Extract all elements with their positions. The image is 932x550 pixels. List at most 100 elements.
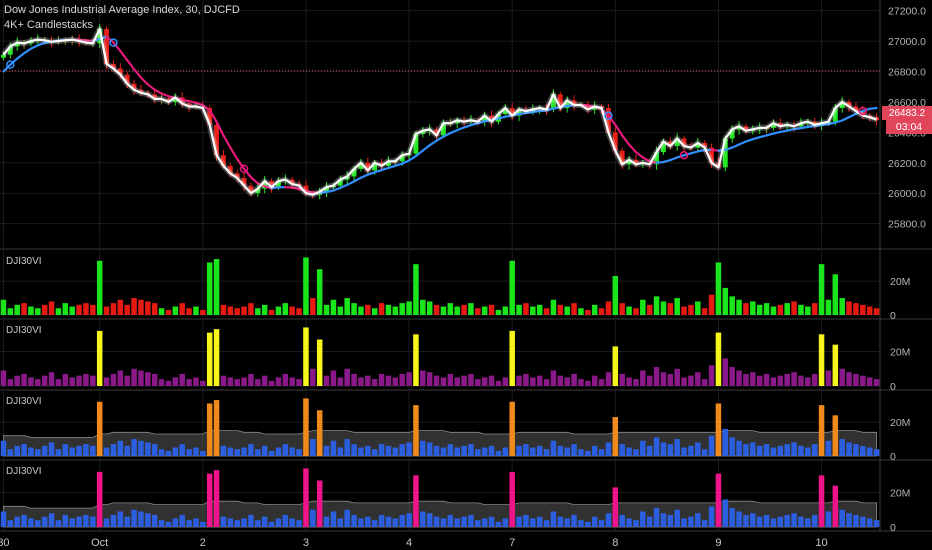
volume-bar xyxy=(172,306,179,315)
volume-bar xyxy=(839,298,845,315)
volume-bar xyxy=(41,516,48,527)
volume-bar xyxy=(873,308,880,315)
volume-tick-label: 20M xyxy=(890,347,910,359)
volume-bar xyxy=(310,439,316,456)
volume-bar xyxy=(660,301,667,315)
volume-bar xyxy=(21,444,27,456)
volume-bar xyxy=(220,445,227,456)
volume-bar xyxy=(7,379,14,386)
volume-bar xyxy=(784,373,790,386)
volume-bar xyxy=(729,296,735,315)
volume-bar xyxy=(674,439,680,456)
ma-segment xyxy=(187,100,198,104)
volume-bar xyxy=(110,303,117,315)
volume-bar xyxy=(461,375,467,386)
candle-body xyxy=(654,152,659,165)
volume-bar xyxy=(598,520,605,527)
volume-bar xyxy=(509,401,515,456)
volume-bar xyxy=(784,303,790,315)
ma-segment xyxy=(2,63,12,73)
volume-bar xyxy=(7,449,14,456)
volume-bar xyxy=(28,377,34,386)
volume-bar xyxy=(234,308,240,315)
volume-bar xyxy=(385,375,392,386)
candle-body xyxy=(269,181,274,188)
volume-bar xyxy=(777,516,784,527)
volume-bar xyxy=(351,303,357,315)
volume-bar xyxy=(55,379,62,386)
volume-bar xyxy=(454,447,460,456)
volume-bar xyxy=(468,514,474,527)
volume-bar xyxy=(62,303,69,315)
volume-bar xyxy=(28,518,34,527)
volume-bar xyxy=(708,506,715,527)
volume-tick-label: 20M xyxy=(890,488,910,500)
volume-bar xyxy=(282,373,289,386)
volume-bar xyxy=(770,306,777,315)
volume-bar xyxy=(399,444,405,456)
volume-bar xyxy=(805,518,811,527)
price-tick-label: 25800.0 xyxy=(888,219,926,231)
volume-bar xyxy=(564,447,570,456)
candle-body xyxy=(152,94,158,99)
candle-body xyxy=(248,185,254,194)
candle-body xyxy=(111,63,116,69)
volume-bar xyxy=(186,449,192,456)
volume-bar xyxy=(743,444,749,456)
volume-tick-label: 0 xyxy=(890,310,896,322)
volume-bar xyxy=(261,304,268,315)
volume-bar xyxy=(612,276,619,315)
volume-bar xyxy=(296,308,302,315)
ma-segment xyxy=(827,121,837,126)
volume-bar xyxy=(55,449,62,456)
volume-bar xyxy=(777,375,784,386)
ma-segment xyxy=(813,123,823,128)
ma-segment xyxy=(751,136,761,141)
volume-bar xyxy=(811,514,818,527)
volume-bar xyxy=(344,439,350,456)
volume-bar xyxy=(530,306,536,315)
volume-bar xyxy=(516,516,522,527)
volume-bar xyxy=(103,518,110,527)
volume-bar xyxy=(743,514,749,527)
volume-bar xyxy=(653,296,660,315)
volume-bar xyxy=(585,450,591,456)
volume-bar xyxy=(385,304,392,315)
volume-bar xyxy=(461,516,467,527)
volume-bar xyxy=(667,514,674,527)
volume-bar xyxy=(200,450,206,456)
volume-bar xyxy=(206,332,213,386)
candle-body xyxy=(97,28,103,44)
volume-bar xyxy=(619,514,625,527)
volume-bar xyxy=(303,327,309,386)
volume-bar xyxy=(323,516,330,527)
volume-bar xyxy=(138,370,144,386)
volume-bar xyxy=(502,306,509,315)
volume-bar xyxy=(585,521,591,527)
volume-bar xyxy=(83,444,89,456)
volume-bar xyxy=(406,513,412,527)
volume-bar xyxy=(447,444,454,456)
volume-tick-label: 0 xyxy=(890,522,896,534)
volume-bar xyxy=(165,380,172,386)
volume-bar xyxy=(385,516,392,527)
ma-segment xyxy=(786,128,796,132)
candle-body xyxy=(262,181,268,189)
volume-bar xyxy=(695,301,701,315)
volume-bar xyxy=(454,377,460,386)
volume-bar xyxy=(303,257,309,315)
time-tick-label: 8 xyxy=(612,537,618,549)
volume-bar xyxy=(853,444,859,456)
ma-segment xyxy=(380,166,390,172)
volume-bar xyxy=(468,303,474,315)
volume-bar xyxy=(591,516,598,527)
volume-bar xyxy=(825,511,832,527)
volume-bar xyxy=(860,304,866,315)
volume-bar xyxy=(399,303,405,315)
volume-bar xyxy=(433,375,440,386)
volume-bar xyxy=(536,375,543,386)
volume-bar xyxy=(316,339,323,386)
candle-body xyxy=(138,89,144,93)
volume-bar xyxy=(392,447,399,456)
volume-bar xyxy=(330,299,337,315)
